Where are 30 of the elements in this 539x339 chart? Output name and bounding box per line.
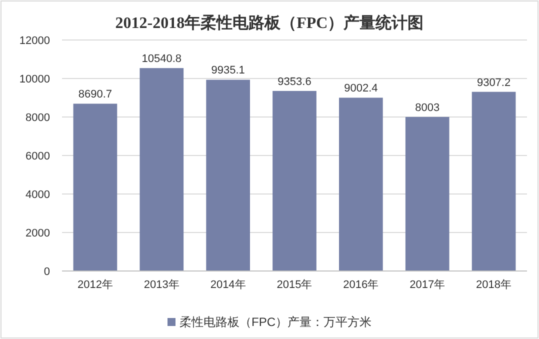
y-tick-label: 6000 — [26, 150, 50, 162]
data-label: 10540.8 — [142, 53, 182, 66]
y-tick-label: 4000 — [26, 189, 50, 201]
bar — [73, 104, 118, 271]
bar — [405, 116, 450, 271]
data-label: 9307.2 — [476, 76, 511, 89]
y-tick-label: 12000 — [19, 35, 50, 47]
x-tick-label: 2014年 — [210, 279, 246, 291]
data-label: 8003 — [415, 102, 440, 114]
legend-label: 柔性电路板（FPC）产量：万平方米 — [180, 315, 372, 329]
bar — [339, 98, 383, 271]
data-label: 9935.1 — [211, 64, 245, 77]
bar — [206, 80, 250, 271]
data-label: 9353.6 — [278, 76, 312, 88]
x-tick-label: 2013年 — [144, 279, 180, 291]
bar — [140, 68, 184, 271]
x-tick-label: 2017年 — [410, 279, 446, 291]
x-tick-label: 2016年 — [343, 279, 379, 291]
x-tick-label: 2015年 — [276, 279, 312, 291]
data-label: 9002.4 — [344, 82, 378, 95]
y-tick-label: 8000 — [26, 112, 50, 124]
y-tick-label: 10000 — [19, 74, 50, 86]
y-tick-label: 0 — [44, 266, 50, 278]
x-tick-label: 2018年 — [476, 279, 512, 291]
x-tick-label: 2012年 — [77, 279, 113, 291]
chart-title: 2012-2018年柔性电路板（FPC）产量统计图 — [115, 14, 424, 32]
bar — [272, 90, 316, 271]
y-tick-label: 2000 — [26, 228, 50, 240]
bar — [472, 92, 516, 271]
data-label: 8690.7 — [78, 88, 112, 101]
